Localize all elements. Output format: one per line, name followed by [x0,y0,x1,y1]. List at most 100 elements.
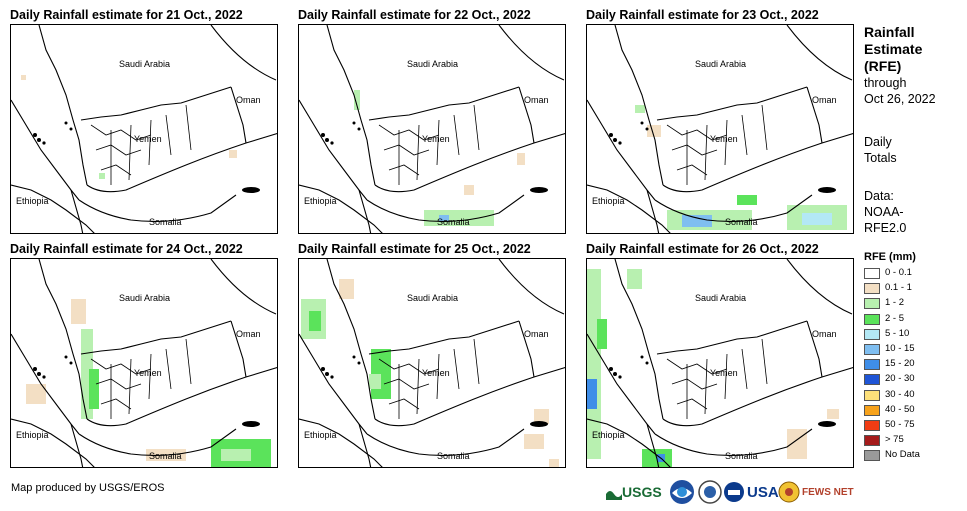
legend-label: 0 - 0.1 [885,267,912,278]
red-sea-coast-east [326,259,376,420]
arabia-east-coast [498,25,565,81]
label-saudi-arabia: Saudi Arabia [695,59,747,69]
label-somalia: Somalia [725,217,758,227]
label-ethiopia: Ethiopia [16,430,49,440]
red-sea-coast-west [299,99,368,201]
yemen-south-coast [86,367,277,427]
label-somalia: Somalia [725,451,758,461]
title-line-2: Estimate [864,41,923,57]
credit-text: Map produced by USGS/EROS [11,482,165,494]
rainfall-patch [524,434,544,449]
map-panel: Daily Rainfall estimate for 24 Oct., 202… [10,242,278,470]
legend-swatch [864,450,880,462]
legend-label: 30 - 40 [885,388,915,400]
panel-title: Daily Rainfall estimate for 25 Oct., 202… [298,242,531,256]
rainfall-patch [309,311,321,331]
governorate-borders [378,104,480,185]
governorate-borders [90,338,192,419]
rainfall-patch [339,279,354,299]
yemen-south-coast [374,133,565,193]
label-saudi-arabia: Saudi Arabia [695,293,747,303]
rainfall-patch [229,150,237,158]
somalia-border [358,189,372,233]
label-ethiopia: Ethiopia [592,196,625,206]
rainfall-patch [89,369,99,409]
map-panel: Daily Rainfall estimate for 22 Oct., 202… [298,8,566,236]
rainfall-patch [549,459,559,467]
rainfall-patch [627,269,642,289]
ethiopia-border [11,418,95,467]
legend-label: 40 - 50 [885,403,915,415]
panel-title: Daily Rainfall estimate for 21 Oct., 202… [10,8,243,22]
red-sea-coast-west [587,99,656,201]
label-ethiopia: Ethiopia [304,430,337,440]
legend-label: 20 - 30 [885,373,915,385]
islands [33,121,260,193]
ethiopia-border [299,418,383,467]
rainfall-patch [26,384,46,404]
rainfall-patch [802,213,832,225]
label-yemen: Yemen [422,134,450,144]
rainfall-patch [635,105,645,113]
legend-title: RFE (mm) [864,251,916,263]
doi-seal-logo [698,478,722,506]
panel-title: Daily Rainfall estimate for 24 Oct., 202… [10,242,243,256]
ethiopia-border [299,184,383,233]
fewsnet-logo: FEWS NET [778,478,854,506]
rainfall-map: Saudi Arabia Oman Yemen Ethiopia Somalia [10,24,278,234]
gulf-of-aden-south-coast [654,194,813,223]
legend-label: 50 - 75 [885,419,915,430]
rainfall-patch [439,215,449,221]
daily-totals: Daily Totals [864,134,897,166]
rainfall-patch [587,379,597,409]
somalia-border [358,423,372,467]
legend-label: 0.1 - 1 [885,282,912,294]
title-line-3: (RFE) [864,58,902,74]
label-oman: Oman [236,95,261,105]
label-saudi-arabia: Saudi Arabia [119,59,171,69]
arabia-east-coast [210,259,277,315]
legend-label: 15 - 20 [885,358,915,370]
legend-swatch [864,374,880,386]
legend-swatch [864,435,880,447]
noaa-logo [669,478,695,506]
red-sea-coast-east [614,259,664,420]
arabia-east-coast [498,259,565,315]
red-sea-coast-east [614,25,664,186]
map-panel: Daily Rainfall estimate for 21 Oct., 202… [10,8,278,236]
legend-swatch [864,420,880,431]
through-date: Oct 26, 2022 [864,92,936,106]
label-oman: Oman [812,329,837,339]
oman-border [230,86,247,144]
label-oman: Oman [524,329,549,339]
rainfall-patch [464,185,474,195]
label-somalia: Somalia [149,451,182,461]
oman-border [806,320,823,378]
legend-swatch [864,313,880,325]
map-outline [11,259,277,467]
rainfall-patch [682,215,712,227]
arabia-east-coast [210,25,277,81]
yemen-saudi-border [80,86,232,121]
red-sea-coast-west [11,99,80,201]
daily-label: Daily [864,135,892,149]
label-somalia: Somalia [437,217,470,227]
rainfall-map: Saudi Arabia Oman Yemen Ethiopia Somalia [298,258,566,468]
rainfall-patch [221,449,251,461]
rainfall-patch [21,75,26,80]
oman-border [518,86,535,144]
arabia-east-coast [786,25,853,81]
yemen-south-coast [662,367,853,427]
rainfall-patch [99,173,105,179]
through-label: through [864,76,907,90]
rainfall-patch [534,409,549,424]
red-sea-coast-east [38,259,88,420]
somalia-border [70,189,84,233]
legend-swatch [864,268,880,279]
rainfall-patch [587,269,601,459]
panel-title: Daily Rainfall estimate for 22 Oct., 202… [298,8,531,22]
islands [609,121,836,193]
legend-label: 1 - 2 [885,297,905,309]
rainfall-patch [354,90,360,110]
governorate-borders [666,104,768,185]
